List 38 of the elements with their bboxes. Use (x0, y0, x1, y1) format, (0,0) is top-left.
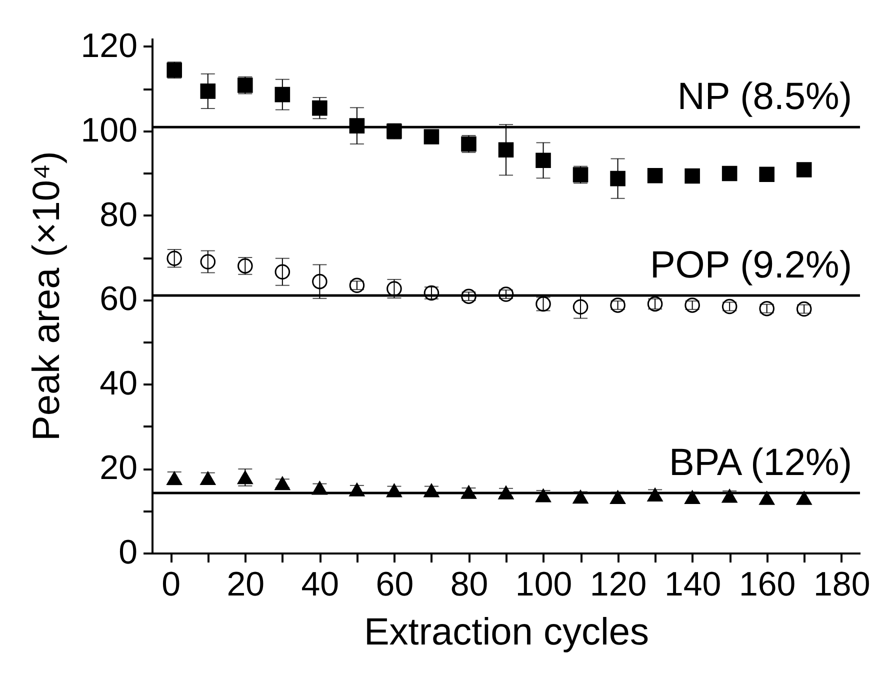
y-tick-label: 80 (100, 196, 138, 234)
x-tick-label: 40 (301, 566, 340, 604)
y-axis-title: Peak area (×10⁴) (26, 151, 68, 441)
y-tick-label: 100 (80, 111, 138, 150)
point (312, 100, 328, 116)
point (684, 168, 700, 184)
ref-line-label: NP (8.5%) (677, 76, 852, 118)
x-axis-title: Extraction cycles (364, 612, 650, 654)
point (274, 86, 290, 102)
y-tick-label: 120 (80, 26, 138, 65)
x-tick-label: 0 (162, 566, 181, 604)
point (610, 170, 626, 186)
point (312, 274, 328, 290)
x-tick-label: 20 (226, 566, 265, 604)
point (200, 254, 216, 270)
y-tick-label: 20 (100, 449, 138, 488)
x-tick-label: 100 (515, 566, 572, 604)
point (759, 166, 774, 182)
x-tick-label: 180 (814, 566, 870, 604)
point (274, 264, 290, 280)
point (572, 299, 588, 315)
point (796, 162, 812, 178)
x-tick-label: 80 (450, 566, 488, 604)
point (647, 168, 663, 184)
point (200, 84, 216, 99)
x-tick-label: 160 (738, 566, 796, 604)
x-tick-label: 140 (664, 566, 722, 604)
y-tick-label: 40 (100, 364, 138, 403)
x-tick-label: 60 (376, 566, 414, 604)
point (424, 129, 440, 144)
point (498, 142, 514, 158)
ref-line-label: BPA (12%) (668, 442, 852, 484)
y-tick-label: 0 (118, 534, 138, 572)
y-tick-label: 60 (100, 280, 138, 318)
ref-line-label: POP (9.2%) (650, 244, 852, 286)
x-tick-label: 120 (590, 566, 647, 604)
point (722, 166, 738, 182)
point (536, 152, 551, 168)
